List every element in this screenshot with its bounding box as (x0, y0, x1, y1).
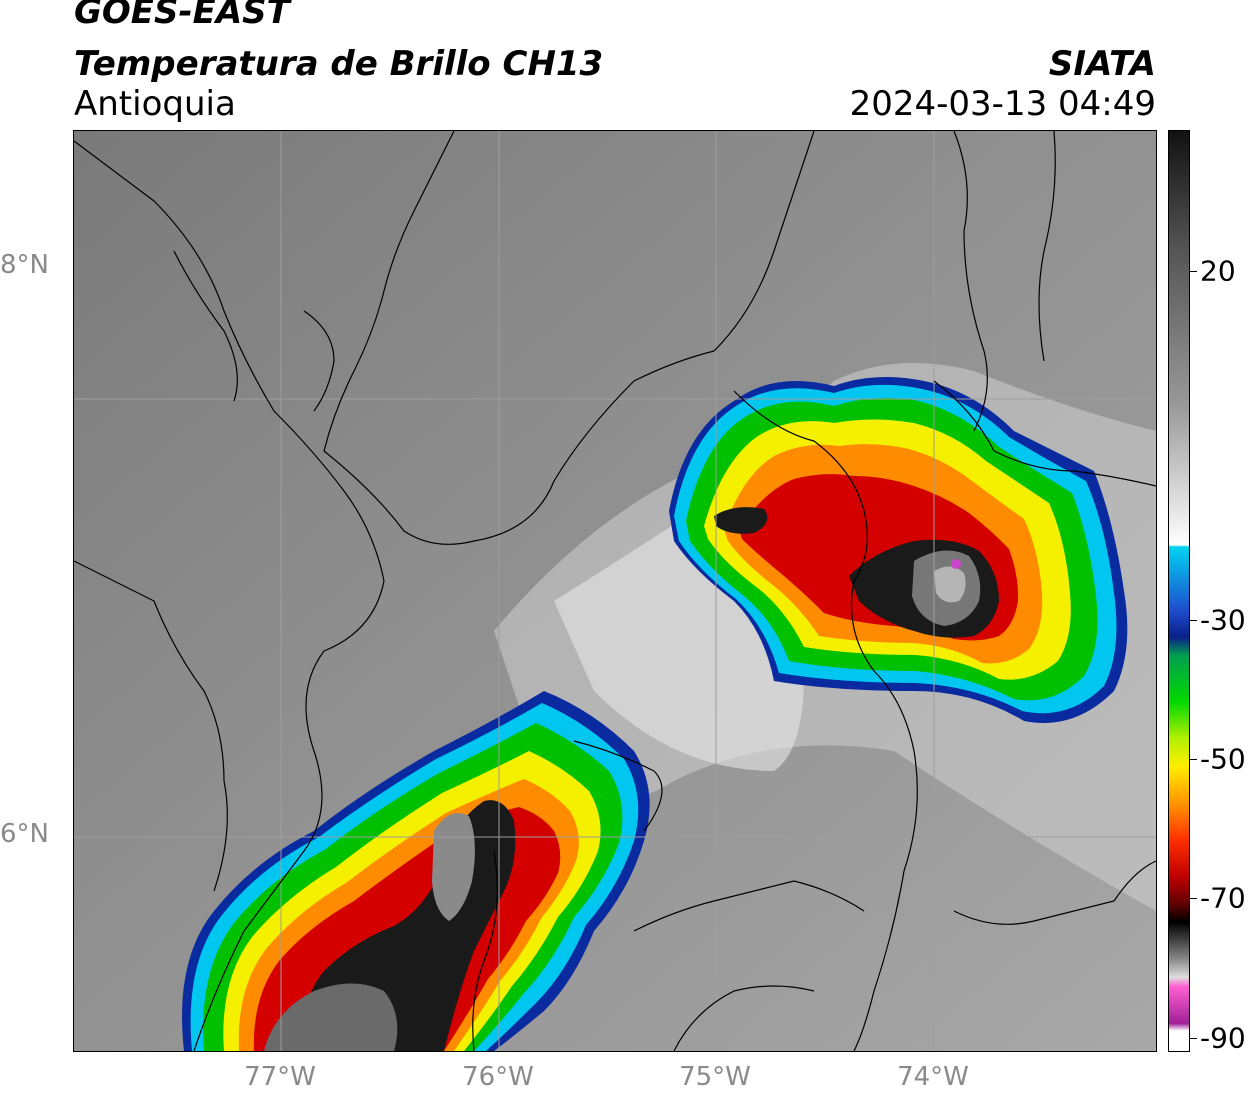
colorbar-tick-minus70: -70 (1200, 881, 1246, 915)
colorbar-tick-mark (1189, 759, 1197, 760)
colorbar-tick-minus50: -50 (1200, 742, 1246, 776)
lon-label-76w: 76°W (462, 1062, 534, 1092)
colorbar-tick-mark (1189, 898, 1197, 899)
organization-label: SIATA (1048, 44, 1156, 84)
graticule (74, 131, 1156, 1051)
timestamp-label: 2024-03-13 04:49 (849, 84, 1156, 124)
satellite-title: GOES-EAST (74, 0, 290, 32)
lon-label-77w: 77°W (244, 1062, 316, 1092)
product-title: Temperatura de Brillo CH13 (74, 44, 604, 84)
colorbar-tick-mark (1189, 271, 1197, 272)
colorbar (1168, 130, 1190, 1052)
lat-label-8n: 8°N (0, 250, 49, 280)
lat-label-6n: 6°N (0, 819, 49, 849)
colorbar-tick-minus30: -30 (1200, 603, 1246, 637)
colorbar-tick-mark (1189, 1038, 1197, 1039)
colorbar-tick-mark (1189, 620, 1197, 621)
storm-cell-northeast (669, 377, 1128, 723)
admin-boundaries (74, 131, 1156, 1051)
storm-cell-southwest (182, 691, 650, 1051)
satellite-map[interactable] (73, 130, 1157, 1052)
colorbar-tick-20: 20 (1200, 254, 1236, 288)
colorbar-tick-minus90: -90 (1200, 1021, 1246, 1055)
lon-label-75w: 75°W (679, 1062, 751, 1092)
lon-label-74w: 74°W (897, 1062, 969, 1092)
region-label: Antioquia (74, 84, 236, 124)
